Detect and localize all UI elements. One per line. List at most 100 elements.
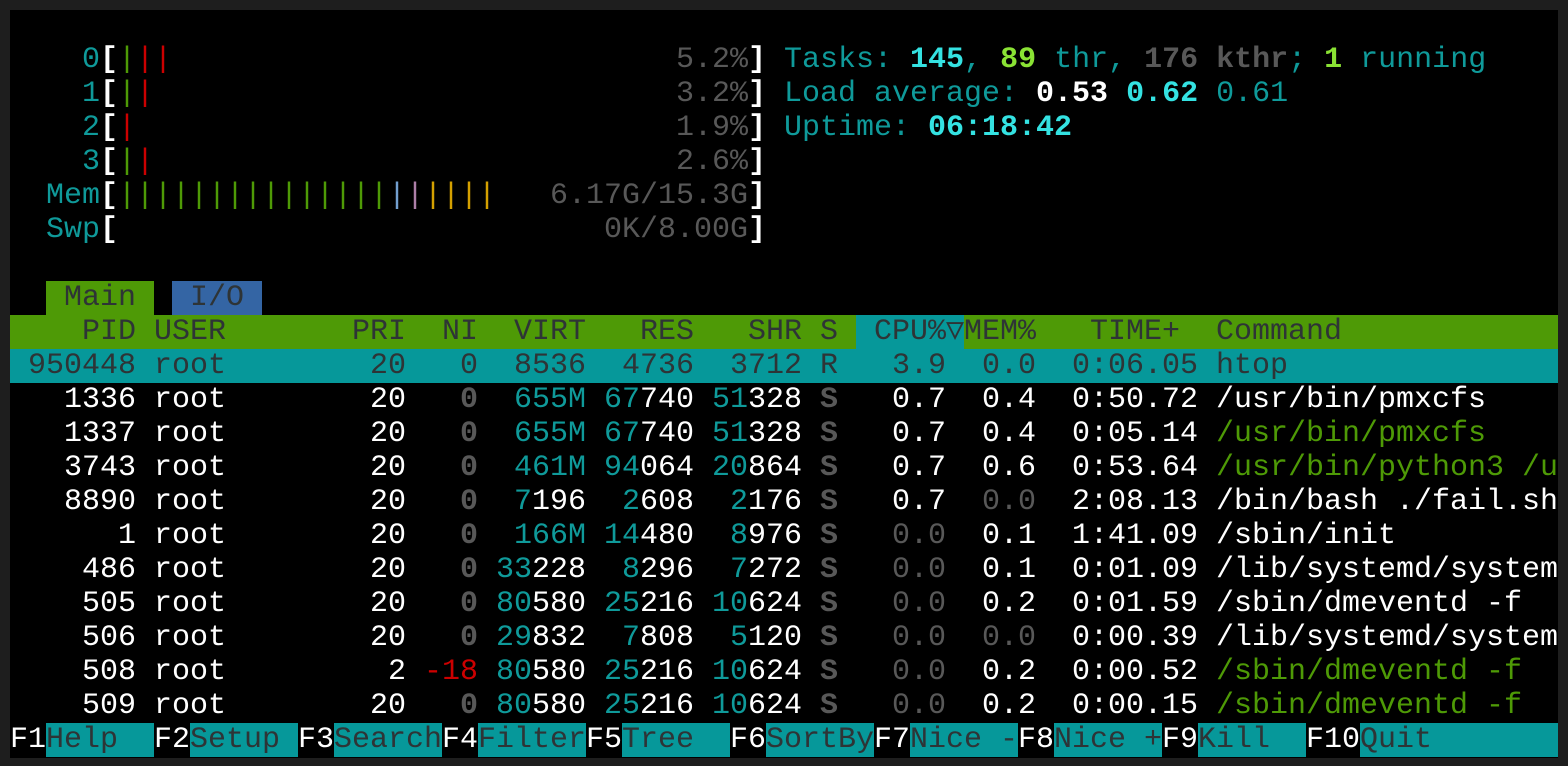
process-row[interactable]: 1 root 20 0 166M 14480 8976 S 0.0 0.1 1:41.09/sbin… xyxy=(10,519,1558,553)
process-row[interactable]: 1336 root 20 0 655M 67740 51328 S 0.7 0.4 0:50.72/… xyxy=(10,383,1558,417)
number-units: 272 xyxy=(747,553,802,587)
header-ni[interactable]: NI xyxy=(441,315,478,349)
fkey-f9[interactable]: F9 xyxy=(1162,723,1199,757)
meter-bar-segment: | xyxy=(352,179,371,213)
cpu-cell: 0.7 xyxy=(891,383,946,417)
process-row[interactable]: 509 root 20 0 80580 25216 10624 S 0.0 0.2 0:00.15/… xyxy=(10,689,1558,723)
header-res[interactable]: RES xyxy=(639,315,694,349)
fkey-search-button[interactable]: Search xyxy=(334,723,443,757)
header-pid[interactable]: PID xyxy=(81,315,136,349)
meter-bar-segment: | xyxy=(388,179,407,213)
priority-cell: 20 xyxy=(369,621,406,655)
meter-bar-segment: | xyxy=(118,77,137,111)
header-s[interactable]: S xyxy=(820,315,839,349)
fkey-nice-button[interactable]: Nice - xyxy=(910,723,1019,757)
number-units: 740 xyxy=(639,417,694,451)
number-units: 296 xyxy=(639,553,694,587)
number-units: 740 xyxy=(639,383,694,417)
priority-cell: 20 xyxy=(369,519,406,553)
meter-bar-segment: | xyxy=(244,179,263,213)
state-cell: S xyxy=(820,587,839,621)
cpu-cell: 0.0 xyxy=(891,587,946,621)
meter-bar-segment: | xyxy=(118,145,137,179)
number-units: 328 xyxy=(747,417,802,451)
meter-bar-segment: | xyxy=(316,179,335,213)
process-row[interactable]: 950448 root 20 0 8536 4736 3712 R 3.9 0.0 0:06.05 h… xyxy=(10,349,1558,383)
time-cell: 0:01.09 xyxy=(1071,553,1198,587)
fkey-nice-button[interactable]: Nice + xyxy=(1054,723,1163,757)
fkey-filter-button[interactable]: Filter xyxy=(478,723,587,757)
header-shr[interactable]: SHR xyxy=(747,315,802,349)
process-row[interactable]: 508 root 2 -18 80580 25216 10624 S 0.0 0.2 0:00.52… xyxy=(10,655,1558,689)
summary-segment: 145 xyxy=(910,43,965,77)
fkey-f8[interactable]: F8 xyxy=(1018,723,1055,757)
header-pri[interactable]: PRI xyxy=(351,315,406,349)
process-row[interactable]: 486 root 20 0 33228 8296 7272 S 0.0 0.1 0:01.09/li… xyxy=(10,553,1558,587)
process-row[interactable]: 505 root 20 0 80580 25216 10624 S 0.0 0.2 0:01.59/… xyxy=(10,587,1558,621)
process-row[interactable]: 1337 root 20 0 655M 67740 51328 S 0.7 0.4 0:05.14/… xyxy=(10,417,1558,451)
nice-cell: 0 xyxy=(459,485,478,519)
cpu-cell: 0.7 xyxy=(891,451,946,485)
process-row[interactable]: 3743 root 20 0 461M 94064 20864 S 0.7 0.6 0:53.64/… xyxy=(10,451,1558,485)
process-row[interactable]: 8890 root 20 0 7196 2608 2176 S 0.7 0.0 2:08.13/bi… xyxy=(10,485,1558,519)
pid-cell: 505 xyxy=(81,587,136,621)
user-cell: root xyxy=(154,451,227,485)
fkey-tree-button[interactable]: Tree xyxy=(622,723,730,757)
nice-cell: 0 xyxy=(459,417,478,451)
cpu-cell: 0.0 xyxy=(891,655,946,689)
fkey-f3[interactable]: F3 xyxy=(298,723,335,757)
fkey-f2[interactable]: F2 xyxy=(154,723,191,757)
fkey-sortby-button[interactable]: SortBy xyxy=(766,723,875,757)
fkey-help-button[interactable]: Help xyxy=(46,723,154,757)
process-row[interactable]: 506 root 20 0 29832 7808 5120 S 0.0 0.0 0:00.39/li… xyxy=(10,621,1558,655)
fkey-f5[interactable]: F5 xyxy=(586,723,623,757)
meter-bracket-close: ] xyxy=(748,145,767,179)
htop-terminal: 0[| | | 5.2%] 1[| | 3.2%] 2[| 1.9%] 3[| | 2.6%] Mem[… xyxy=(10,10,1558,758)
fkey-quit-button[interactable]: Quit xyxy=(1360,723,1558,757)
fkey-f4[interactable]: F4 xyxy=(442,723,479,757)
header-user[interactable]: USER xyxy=(154,315,227,349)
time-cell: 0:50.72 xyxy=(1071,383,1198,417)
command-cell: /lib/systemd/system xyxy=(1216,553,1558,587)
virt-cell: 33228 xyxy=(478,553,586,587)
meter-cpu-1: 1[| | 3.2%] xyxy=(10,77,1558,111)
header-mem[interactable]: MEM% xyxy=(964,315,1037,349)
res-cell: 4736 xyxy=(586,349,694,383)
number-thousands: 8 xyxy=(513,349,532,383)
virt-cell: 655M xyxy=(478,383,586,417)
tab-io[interactable]: I/O xyxy=(172,281,262,315)
header-time[interactable]: TIME+ xyxy=(1089,315,1180,349)
fkey-f1[interactable]: F1 xyxy=(10,723,47,757)
summary-segment: 0.61 xyxy=(1216,77,1289,111)
meter-bracket-open: [ xyxy=(100,213,119,247)
shr-cell: 51328 xyxy=(694,383,802,417)
fkey-f6[interactable]: F6 xyxy=(730,723,767,757)
meter-label: 2 xyxy=(81,111,100,145)
time-cell: 0:05.14 xyxy=(1071,417,1198,451)
meter-bar-segment: | xyxy=(136,179,155,213)
fkey-kill-button[interactable]: Kill xyxy=(1198,723,1306,757)
fkey-f7[interactable]: F7 xyxy=(874,723,911,757)
number-units: 608 xyxy=(639,485,694,519)
tab-main[interactable]: Main xyxy=(46,281,154,315)
number-units: 624 xyxy=(747,655,802,689)
priority-cell: 20 xyxy=(369,451,406,485)
number-thousands: 7 xyxy=(621,621,640,655)
header-sort-indicator[interactable]: ▽ xyxy=(946,315,965,349)
header-virt[interactable]: VIRT xyxy=(513,315,586,349)
header-cpu[interactable]: CPU% xyxy=(874,315,947,349)
time-cell: 0:06.05 xyxy=(1071,349,1198,383)
summary-segment xyxy=(1108,77,1126,111)
command-cell: /sbin/dmeventd -f xyxy=(1216,655,1523,689)
state-cell: S xyxy=(820,417,839,451)
fkey-f10[interactable]: F10 xyxy=(1306,723,1361,757)
number-units: 624 xyxy=(747,587,802,621)
fkey-setup-button[interactable]: Setup xyxy=(190,723,298,757)
header-command[interactable]: Command xyxy=(1216,315,1343,349)
command-cell: /sbin/dmeventd -f xyxy=(1216,587,1523,621)
time-cell: 1:41.09 xyxy=(1071,519,1198,553)
pid-cell: 8890 xyxy=(63,485,136,519)
res-cell: 67740 xyxy=(586,417,694,451)
summary-line: Uptime: 06:18:42 xyxy=(784,111,1072,145)
summary-segment xyxy=(1198,77,1216,111)
